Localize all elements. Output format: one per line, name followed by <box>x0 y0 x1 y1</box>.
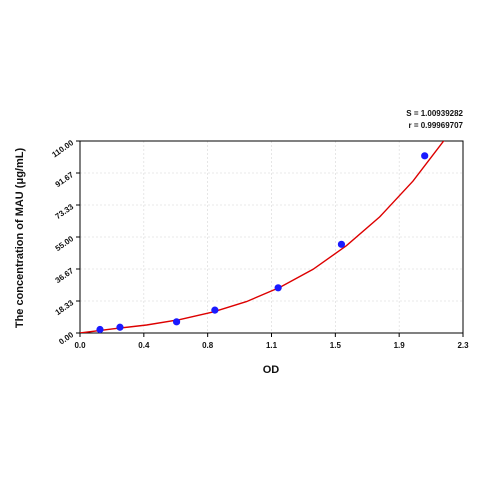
y-tick-label: 55.00 <box>54 234 76 253</box>
x-tick-label: 0.8 <box>202 341 214 350</box>
x-tick-label: 0.4 <box>138 341 150 350</box>
y-tick-label: 73.33 <box>54 202 76 221</box>
y-tick-label: 18.33 <box>54 298 76 317</box>
y-axis-title: The concentration of MAU (μg/mL) <box>14 148 26 329</box>
x-tick-label: 0.0 <box>74 341 86 350</box>
x-tick-label: 1.9 <box>394 341 406 350</box>
x-tick-label: 1.5 <box>330 341 342 350</box>
data-point <box>211 306 219 314</box>
y-tick-label: 91.67 <box>54 170 76 189</box>
data-point <box>337 240 346 248</box>
fit-curve-group <box>80 141 445 333</box>
x-tick-label: 1.1 <box>266 341 278 350</box>
data-points <box>96 152 429 334</box>
data-point <box>96 325 104 334</box>
data-point <box>274 284 282 292</box>
y-tick-label: 0.00 <box>57 330 75 347</box>
data-point <box>172 318 181 326</box>
x-axis-title: OD <box>263 364 280 376</box>
x-tick-label: 2.3 <box>457 341 469 350</box>
y-tick-label: 110.00 <box>50 138 75 159</box>
y-tick-label: 36.67 <box>54 266 76 285</box>
axis-ticks: 0.0 0.4 0.8 1.1 1.5 1.9 2.3 0.00 18.33 36.67 55.00… <box>50 138 469 350</box>
data-point <box>421 152 429 160</box>
data-point <box>116 323 124 331</box>
stat-r: r = 0.99969707 <box>409 121 464 130</box>
grid-lines <box>79 140 464 334</box>
fit-curve <box>80 141 445 333</box>
stat-s: S = 1.00939282 <box>406 109 463 118</box>
